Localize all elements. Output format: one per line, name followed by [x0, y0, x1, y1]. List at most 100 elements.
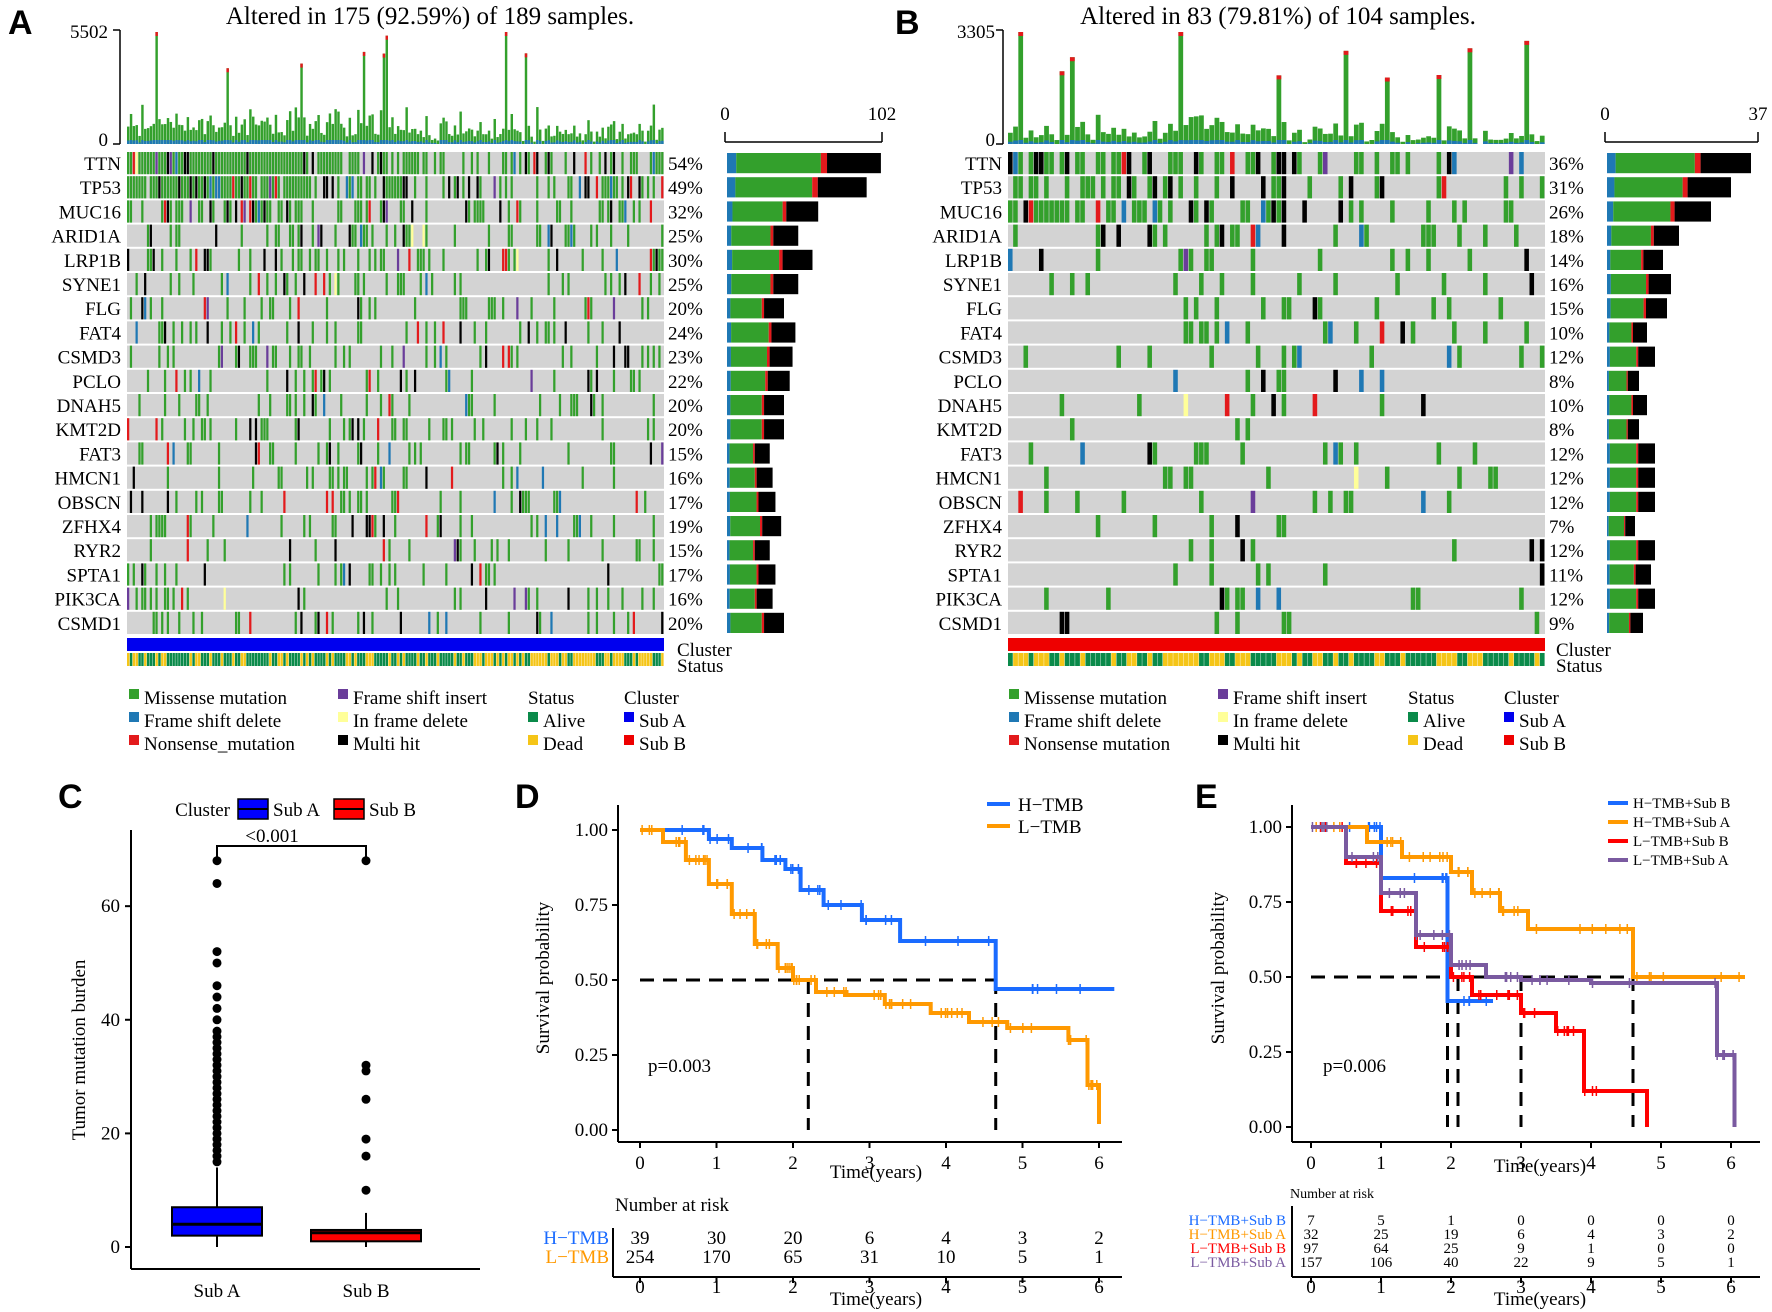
tmb-bar: [1508, 133, 1514, 144]
mutation-cell: [306, 152, 309, 175]
gene-bar-segment: [766, 346, 770, 367]
status-annotation: [459, 653, 462, 666]
status-annotation: [1508, 653, 1514, 666]
mutation-cell: [479, 176, 482, 199]
gene-bar-segment: [764, 419, 784, 440]
km-e-legend-3: L−TMB+Sub B: [1633, 834, 1729, 850]
boxplot-x-tick-sub-b: Sub B: [343, 1281, 390, 1302]
mutation-cell: [538, 394, 542, 417]
gene-bar-segment: [1609, 491, 1637, 512]
mutation-cell: [601, 176, 604, 199]
status-annotation: [1302, 653, 1308, 666]
mutation-cell: [1395, 152, 1400, 175]
tmb-bar: [1467, 48, 1473, 144]
status-annotation: [1405, 653, 1411, 666]
mutation-cell: [297, 248, 300, 271]
mutation-cell: [217, 345, 221, 368]
mutation-cell: [516, 200, 519, 223]
gene-bar-segment: [1631, 322, 1633, 343]
tmb-bar: [1421, 137, 1426, 144]
mutation-cell: [311, 321, 314, 344]
mutation-cell: [286, 369, 289, 392]
mutation-cell: [1100, 152, 1106, 175]
tmb-bar-segment: [635, 142, 639, 144]
risk-value: 1: [1447, 1213, 1455, 1229]
outlier-point: [212, 992, 222, 1002]
tmb-bar-segment: [158, 140, 161, 144]
tmb-bar: [149, 126, 153, 144]
mutation-cell: [462, 297, 465, 320]
pvalue-bracket: [216, 845, 367, 857]
mutation-cell: [1291, 345, 1297, 368]
status-annotation: [561, 653, 565, 666]
mutation-cell: [303, 587, 306, 610]
mutation-cell: [288, 200, 292, 223]
gene-label: ARID1A: [932, 227, 1002, 248]
mutation-cell: [1539, 345, 1545, 368]
gene-bar-segment: [730, 346, 767, 367]
tmb-bar-segment: [379, 140, 383, 144]
tmb-bar: [462, 133, 465, 144]
gene-bar-segment: [727, 298, 731, 319]
mutation-cell: [541, 466, 545, 489]
box-sub-b: [310, 1228, 422, 1243]
mutation-cell: [638, 176, 641, 199]
status-annotation: [132, 653, 136, 666]
x-tick-label: 5: [1656, 1153, 1666, 1174]
risk-row-label: H−TMB+Sub B: [1189, 1213, 1286, 1229]
status-annotation: [1178, 653, 1184, 666]
mutation-cell: [396, 587, 400, 610]
status-annotation: [1462, 653, 1468, 666]
mutation-cell: [1090, 176, 1096, 199]
mutation-cell: [385, 176, 388, 199]
mutation-cell: [161, 200, 164, 223]
mutation-cell: [155, 563, 158, 586]
gene-label: CSMD3: [939, 348, 1002, 369]
mutation-cell: [175, 248, 178, 271]
status-annotation: [1044, 653, 1049, 666]
tmb-bar-segment: [624, 142, 627, 144]
tmb-bar: [558, 131, 562, 144]
tmb-bar-segment: [1276, 140, 1282, 144]
tmb-bar: [1441, 140, 1447, 144]
status-annotation: [257, 653, 261, 666]
mutation-cell: [575, 394, 579, 417]
mutation-cell: [624, 345, 627, 368]
mutation-cell: [638, 273, 641, 296]
tmb-bar-segment: [342, 140, 346, 144]
percent-label: 12%: [1549, 541, 1584, 562]
mutation-cell: [1328, 490, 1333, 513]
mutation-cell: [1271, 152, 1276, 175]
status-annotation: [1488, 653, 1493, 666]
tmb-bar: [215, 131, 218, 144]
risk-x-tick-label: 3: [1516, 1277, 1526, 1298]
gene-label: HMCN1: [935, 469, 1002, 490]
matrix-row-bg: [1008, 611, 1545, 634]
mutation-cell: [453, 176, 456, 199]
gene-bar-segment: [732, 249, 780, 270]
tmb-bar: [1049, 134, 1055, 144]
tmb-bar: [1224, 132, 1230, 144]
outlier-point: [212, 878, 222, 888]
mutation-cell: [1209, 539, 1214, 562]
mutation-cell: [570, 394, 573, 417]
mutation-cell: [487, 248, 491, 271]
tmb-bar-segment: [300, 140, 303, 144]
mutation-cell: [396, 490, 400, 513]
mutation-cell: [237, 152, 241, 175]
status-annotation: [1369, 653, 1375, 666]
mutation-cell: [550, 611, 553, 634]
risk-value: 0: [1587, 1213, 1595, 1229]
oncoplot-b-legend: Missense mutation Frame shift delete Non…: [1009, 688, 1566, 755]
mutation-cell: [1395, 273, 1400, 296]
tmb-bar: [1286, 140, 1292, 144]
mutation-cell: [1152, 224, 1158, 247]
legend-missense: Missense mutation: [1024, 688, 1168, 709]
mutation-cell: [323, 152, 326, 175]
mutation-cell: [198, 200, 201, 223]
mutation-cell: [1044, 490, 1049, 513]
status-annotation: [1193, 653, 1199, 666]
status-annotation: [1204, 653, 1209, 666]
tmb-bar-segment: [578, 141, 582, 144]
status-annotation: [496, 653, 499, 666]
